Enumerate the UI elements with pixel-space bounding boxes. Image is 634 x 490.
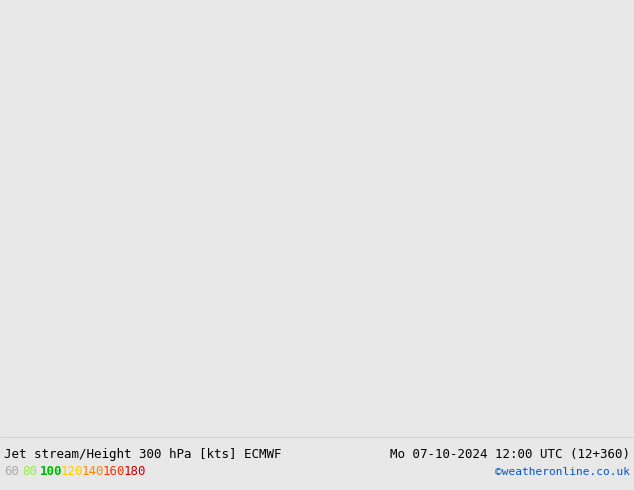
- Text: 60: 60: [4, 466, 19, 478]
- Text: Jet stream/Height 300 hPa [kts] ECMWF: Jet stream/Height 300 hPa [kts] ECMWF: [4, 448, 281, 461]
- Text: 140: 140: [82, 466, 105, 478]
- Text: 100: 100: [40, 466, 63, 478]
- Text: ©weatheronline.co.uk: ©weatheronline.co.uk: [495, 467, 630, 477]
- Text: 120: 120: [61, 466, 84, 478]
- Text: 80: 80: [22, 466, 37, 478]
- Text: Mo 07-10-2024 12:00 UTC (12+360): Mo 07-10-2024 12:00 UTC (12+360): [390, 448, 630, 461]
- Text: 180: 180: [124, 466, 146, 478]
- Text: 160: 160: [103, 466, 126, 478]
